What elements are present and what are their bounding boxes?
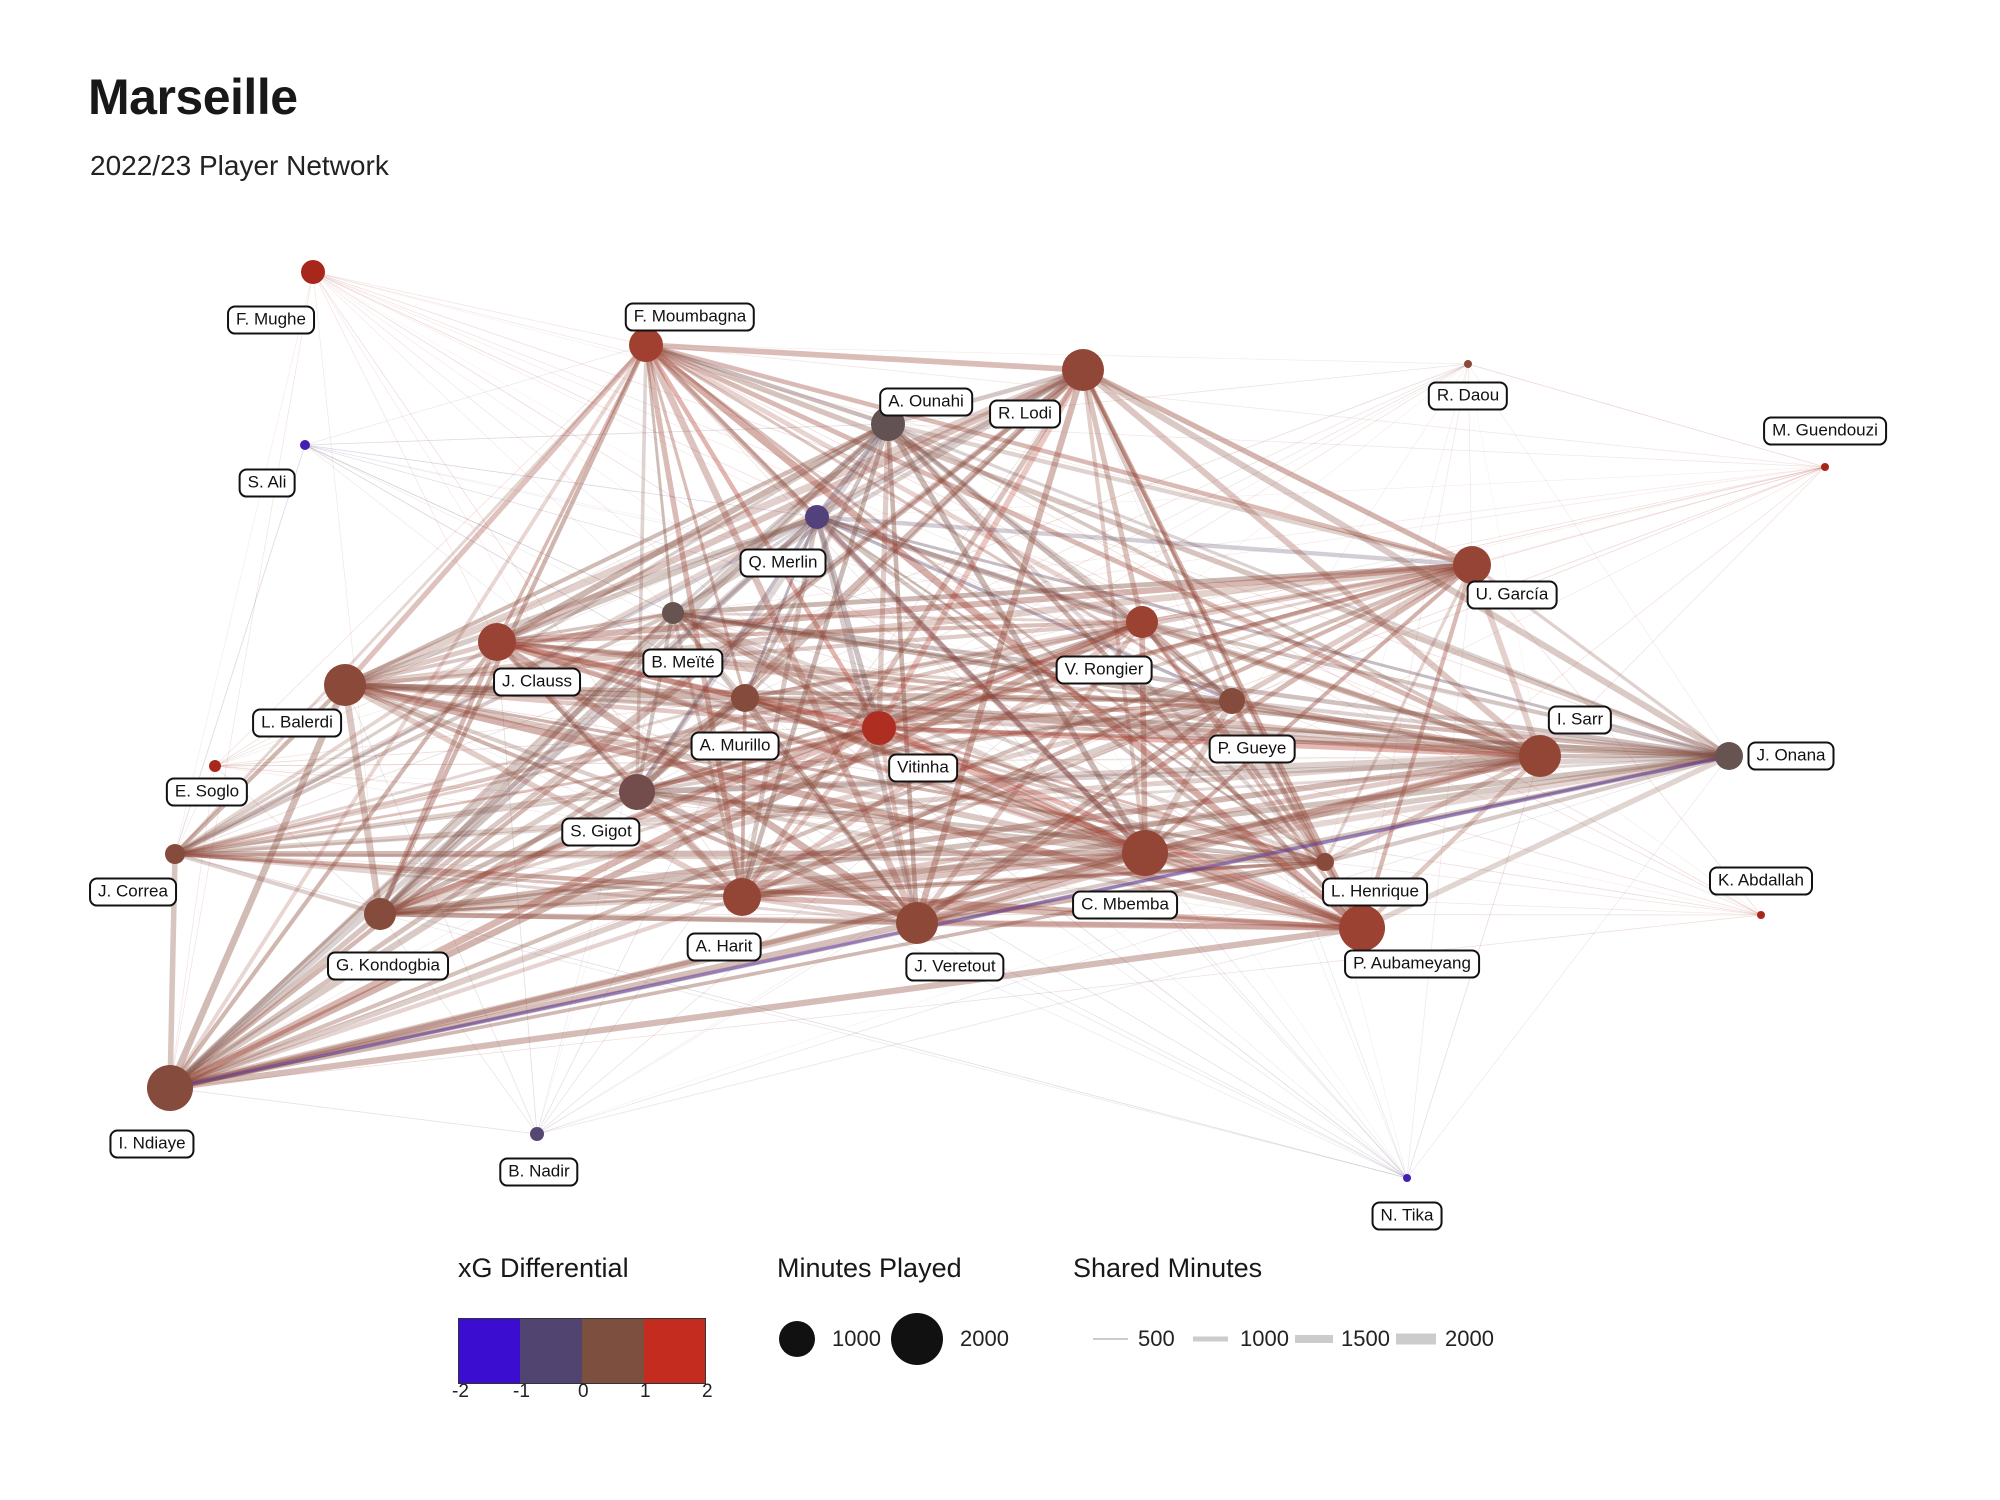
svg-text:2000: 2000 bbox=[1445, 1326, 1494, 1351]
svg-text:1000: 1000 bbox=[832, 1326, 881, 1351]
svg-text:1000: 1000 bbox=[1240, 1326, 1289, 1351]
svg-text:1500: 1500 bbox=[1341, 1326, 1390, 1351]
svg-text:500: 500 bbox=[1138, 1326, 1175, 1351]
svg-text:2000: 2000 bbox=[960, 1326, 1009, 1351]
